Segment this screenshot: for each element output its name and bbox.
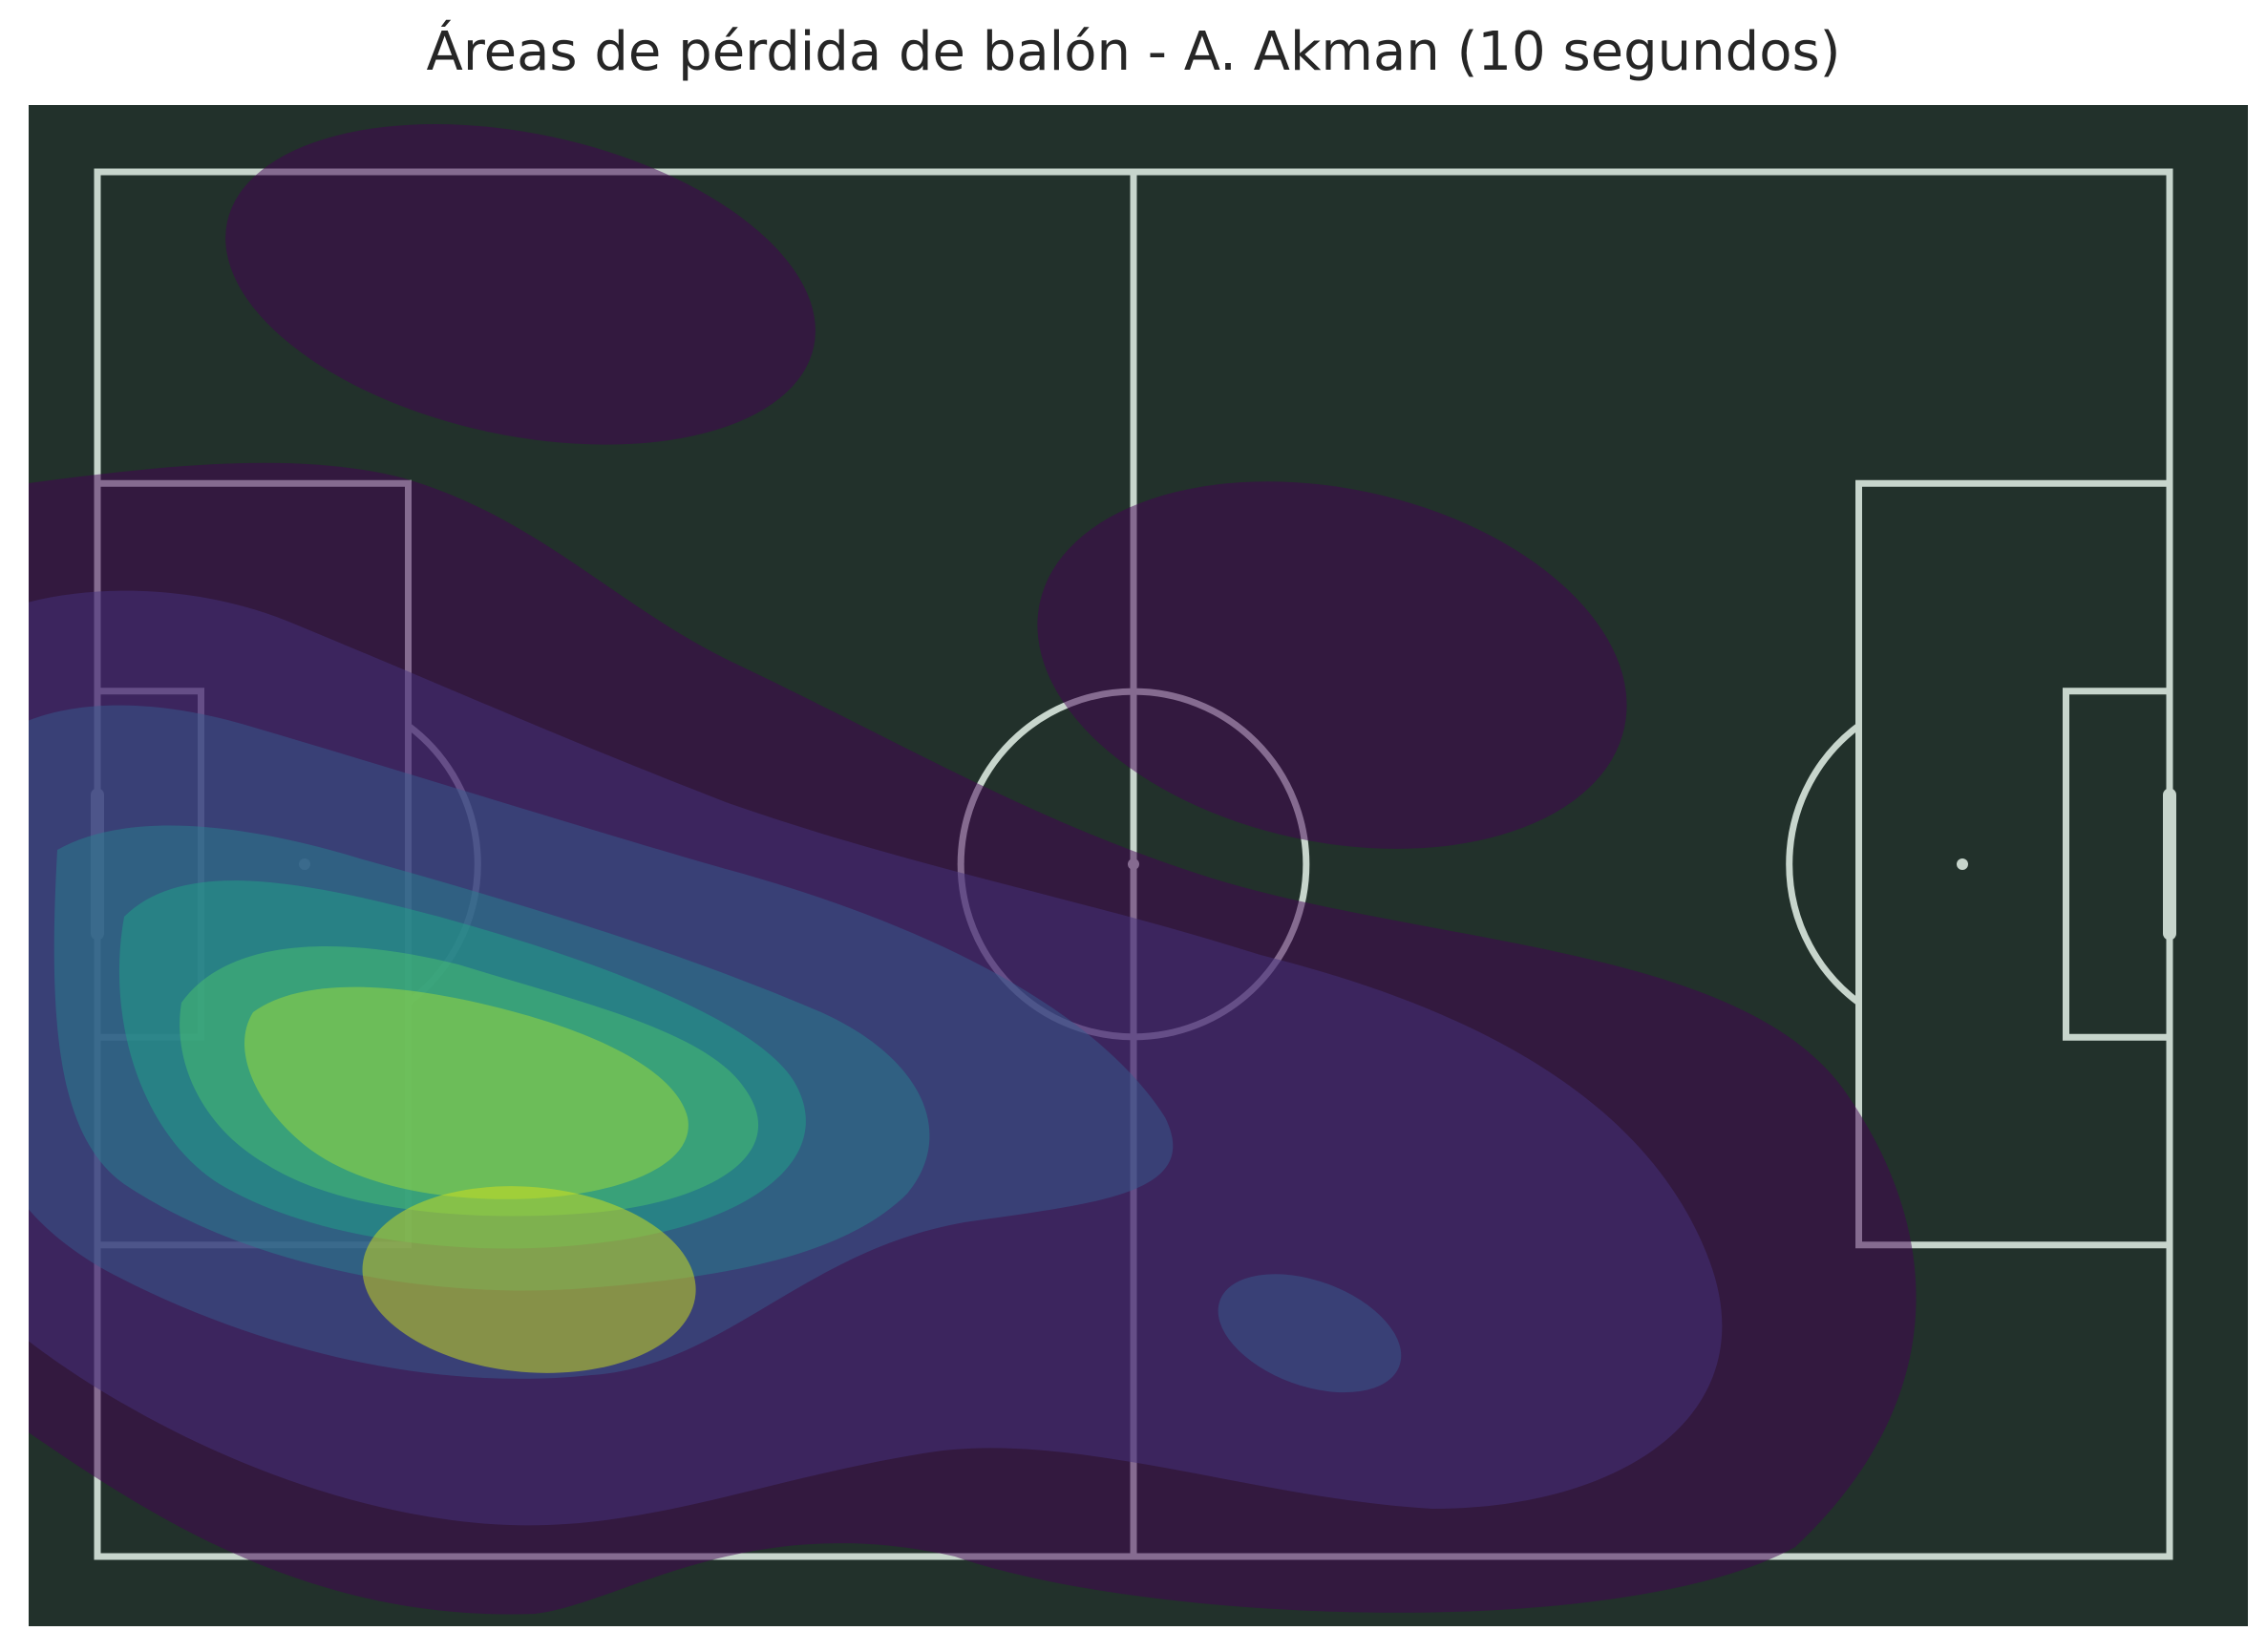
contour-secondary-hotspot: [1218, 1274, 1402, 1393]
six-yard-box-right: [2063, 688, 2170, 1041]
penalty-spot-right: [1957, 858, 1968, 870]
contour-level-8-peak: [362, 1186, 696, 1373]
chart-title: Áreas de pérdida de balón - A. Akman (10…: [426, 21, 1841, 83]
penalty-arc-right: [1786, 723, 1861, 1006]
penalty-area-right: [1855, 479, 2170, 1249]
density-contours: [29, 124, 1917, 1615]
contour-top-right-blob: [1037, 481, 1627, 849]
contour-level-7: [244, 986, 689, 1199]
contour-top-left-blob: [225, 124, 816, 445]
